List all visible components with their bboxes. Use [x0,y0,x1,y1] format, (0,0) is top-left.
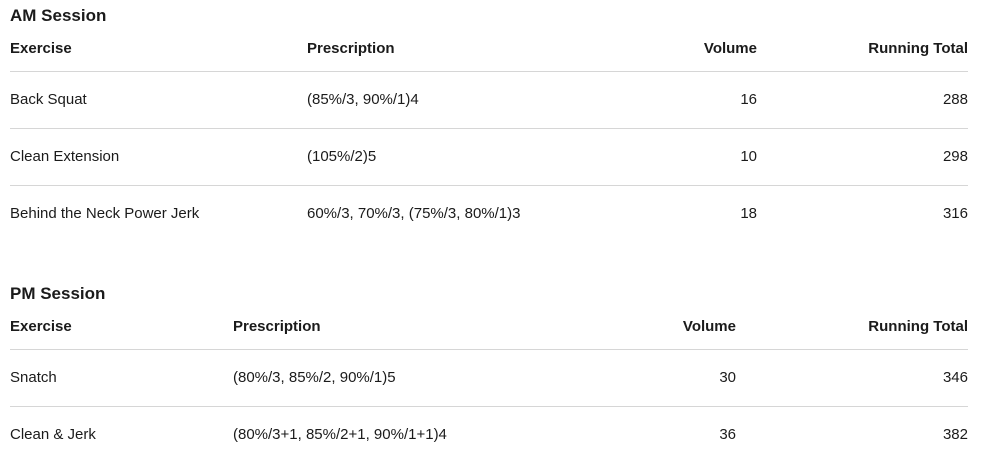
table-row: Clean & Jerk (80%/3+1, 85%/2+1, 90%/1+1)… [10,407,968,457]
running-total-cell: 346 [736,349,968,407]
running-total-cell: 382 [942,426,968,443]
volume-cell: 10 [667,128,757,186]
pm-session-title: PM Session [10,284,106,303]
running-total-cell: 316 [942,205,968,222]
volume-cell: 16 [667,71,757,129]
exercise-cell: Clean & Jerk [10,426,96,443]
am-session-title: AM Session [10,6,107,25]
column-header-exercise: Exercise [10,303,233,350]
running-total-cell: 288 [757,71,968,129]
column-header-volume: Volume [646,303,736,350]
prescription-cell: (80%/3, 85%/2, 90%/1)5 [233,349,646,407]
running-total-cell: 298 [757,128,968,186]
am-session-section: AM Session Exercise Prescription Volume … [10,7,1002,242]
exercise-cell: Behind the Neck Power Jerk [10,205,200,222]
prescription-cell: 60%/3, 70%/3, (75%/3, 80%/1)3 [307,205,521,222]
exercise-cell: Snatch [10,349,233,407]
table-row: Clean Extension (105%/2)5 10 298 [10,128,968,186]
prescription-cell: (80%/3+1, 85%/2+1, 90%/1+1)4 [233,426,447,443]
column-header-running-total: Running Total [757,25,968,72]
prescription-cell: (105%/2)5 [307,128,667,186]
column-header-running-total: Running Total [736,303,968,350]
exercise-cell: Clean Extension [10,128,307,186]
column-header-prescription: Prescription [307,25,667,72]
table-row: Snatch (80%/3, 85%/2, 90%/1)5 30 346 [10,349,968,407]
prescription-cell: (85%/3, 90%/1)4 [307,71,667,129]
column-header-exercise: Exercise [10,25,307,72]
column-header-volume: Volume [667,25,757,72]
table-header-row: Exercise Prescription Volume Running Tot… [10,303,968,350]
pm-session-table: Exercise Prescription Volume Running Tot… [10,303,968,457]
table-row: Back Squat (85%/3, 90%/1)4 16 288 [10,71,968,129]
volume-cell: 36 [719,426,736,443]
volume-cell: 18 [740,205,757,222]
column-header-prescription: Prescription [233,303,646,350]
table-row: Behind the Neck Power Jerk 60%/3, 70%/3,… [10,186,968,243]
volume-cell: 30 [646,349,736,407]
exercise-cell: Back Squat [10,71,307,129]
pm-session-section: PM Session Exercise Prescription Volume … [10,285,1002,457]
am-session-table: Exercise Prescription Volume Running Tot… [10,25,968,242]
table-header-row: Exercise Prescription Volume Running Tot… [10,25,968,72]
